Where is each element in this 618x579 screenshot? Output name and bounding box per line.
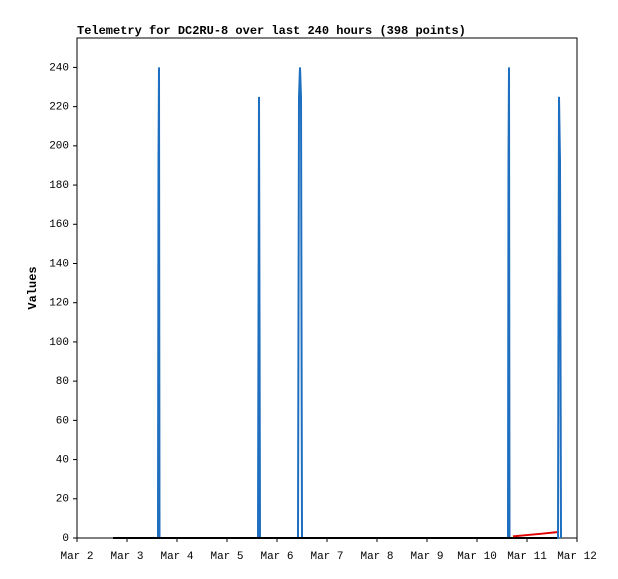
x-tick-label: Mar 7 [310, 551, 343, 563]
y-axis-title: Values [26, 266, 40, 309]
y-tick-label: 120 [49, 298, 69, 310]
y-tick-label: 20 [56, 494, 69, 506]
y-tick-label: 80 [56, 376, 69, 388]
x-tick-label: Mar 12 [557, 551, 597, 563]
chart-title: Telemetry for DC2RU-8 over last 240 hour… [77, 24, 466, 38]
series-line [512, 531, 558, 538]
y-tick-label: 180 [49, 180, 69, 192]
y-tick-label: 240 [49, 62, 69, 74]
x-tick-label: Mar 10 [457, 551, 497, 563]
y-tick-label: 40 [56, 454, 69, 466]
y-tick-label: 220 [49, 102, 69, 114]
x-tick-label: Mar 3 [110, 551, 143, 563]
y-tick-label: 200 [49, 141, 69, 153]
y-tick-label: 100 [49, 337, 69, 349]
y-tick-label: 60 [56, 415, 69, 427]
x-tick-label: Mar 4 [160, 551, 193, 563]
x-tick-label: Mar 9 [410, 551, 443, 563]
y-tick-label: 140 [49, 258, 69, 270]
x-tick-label: Mar 5 [210, 551, 243, 563]
x-tick-label: Mar 6 [260, 551, 293, 563]
x-tick-label: Mar 11 [507, 551, 547, 563]
y-tick-label: 0 [62, 533, 69, 545]
x-tick-label: Mar 8 [360, 551, 393, 563]
y-tick-label: 160 [49, 219, 69, 231]
x-tick-label: Mar 2 [60, 551, 93, 563]
